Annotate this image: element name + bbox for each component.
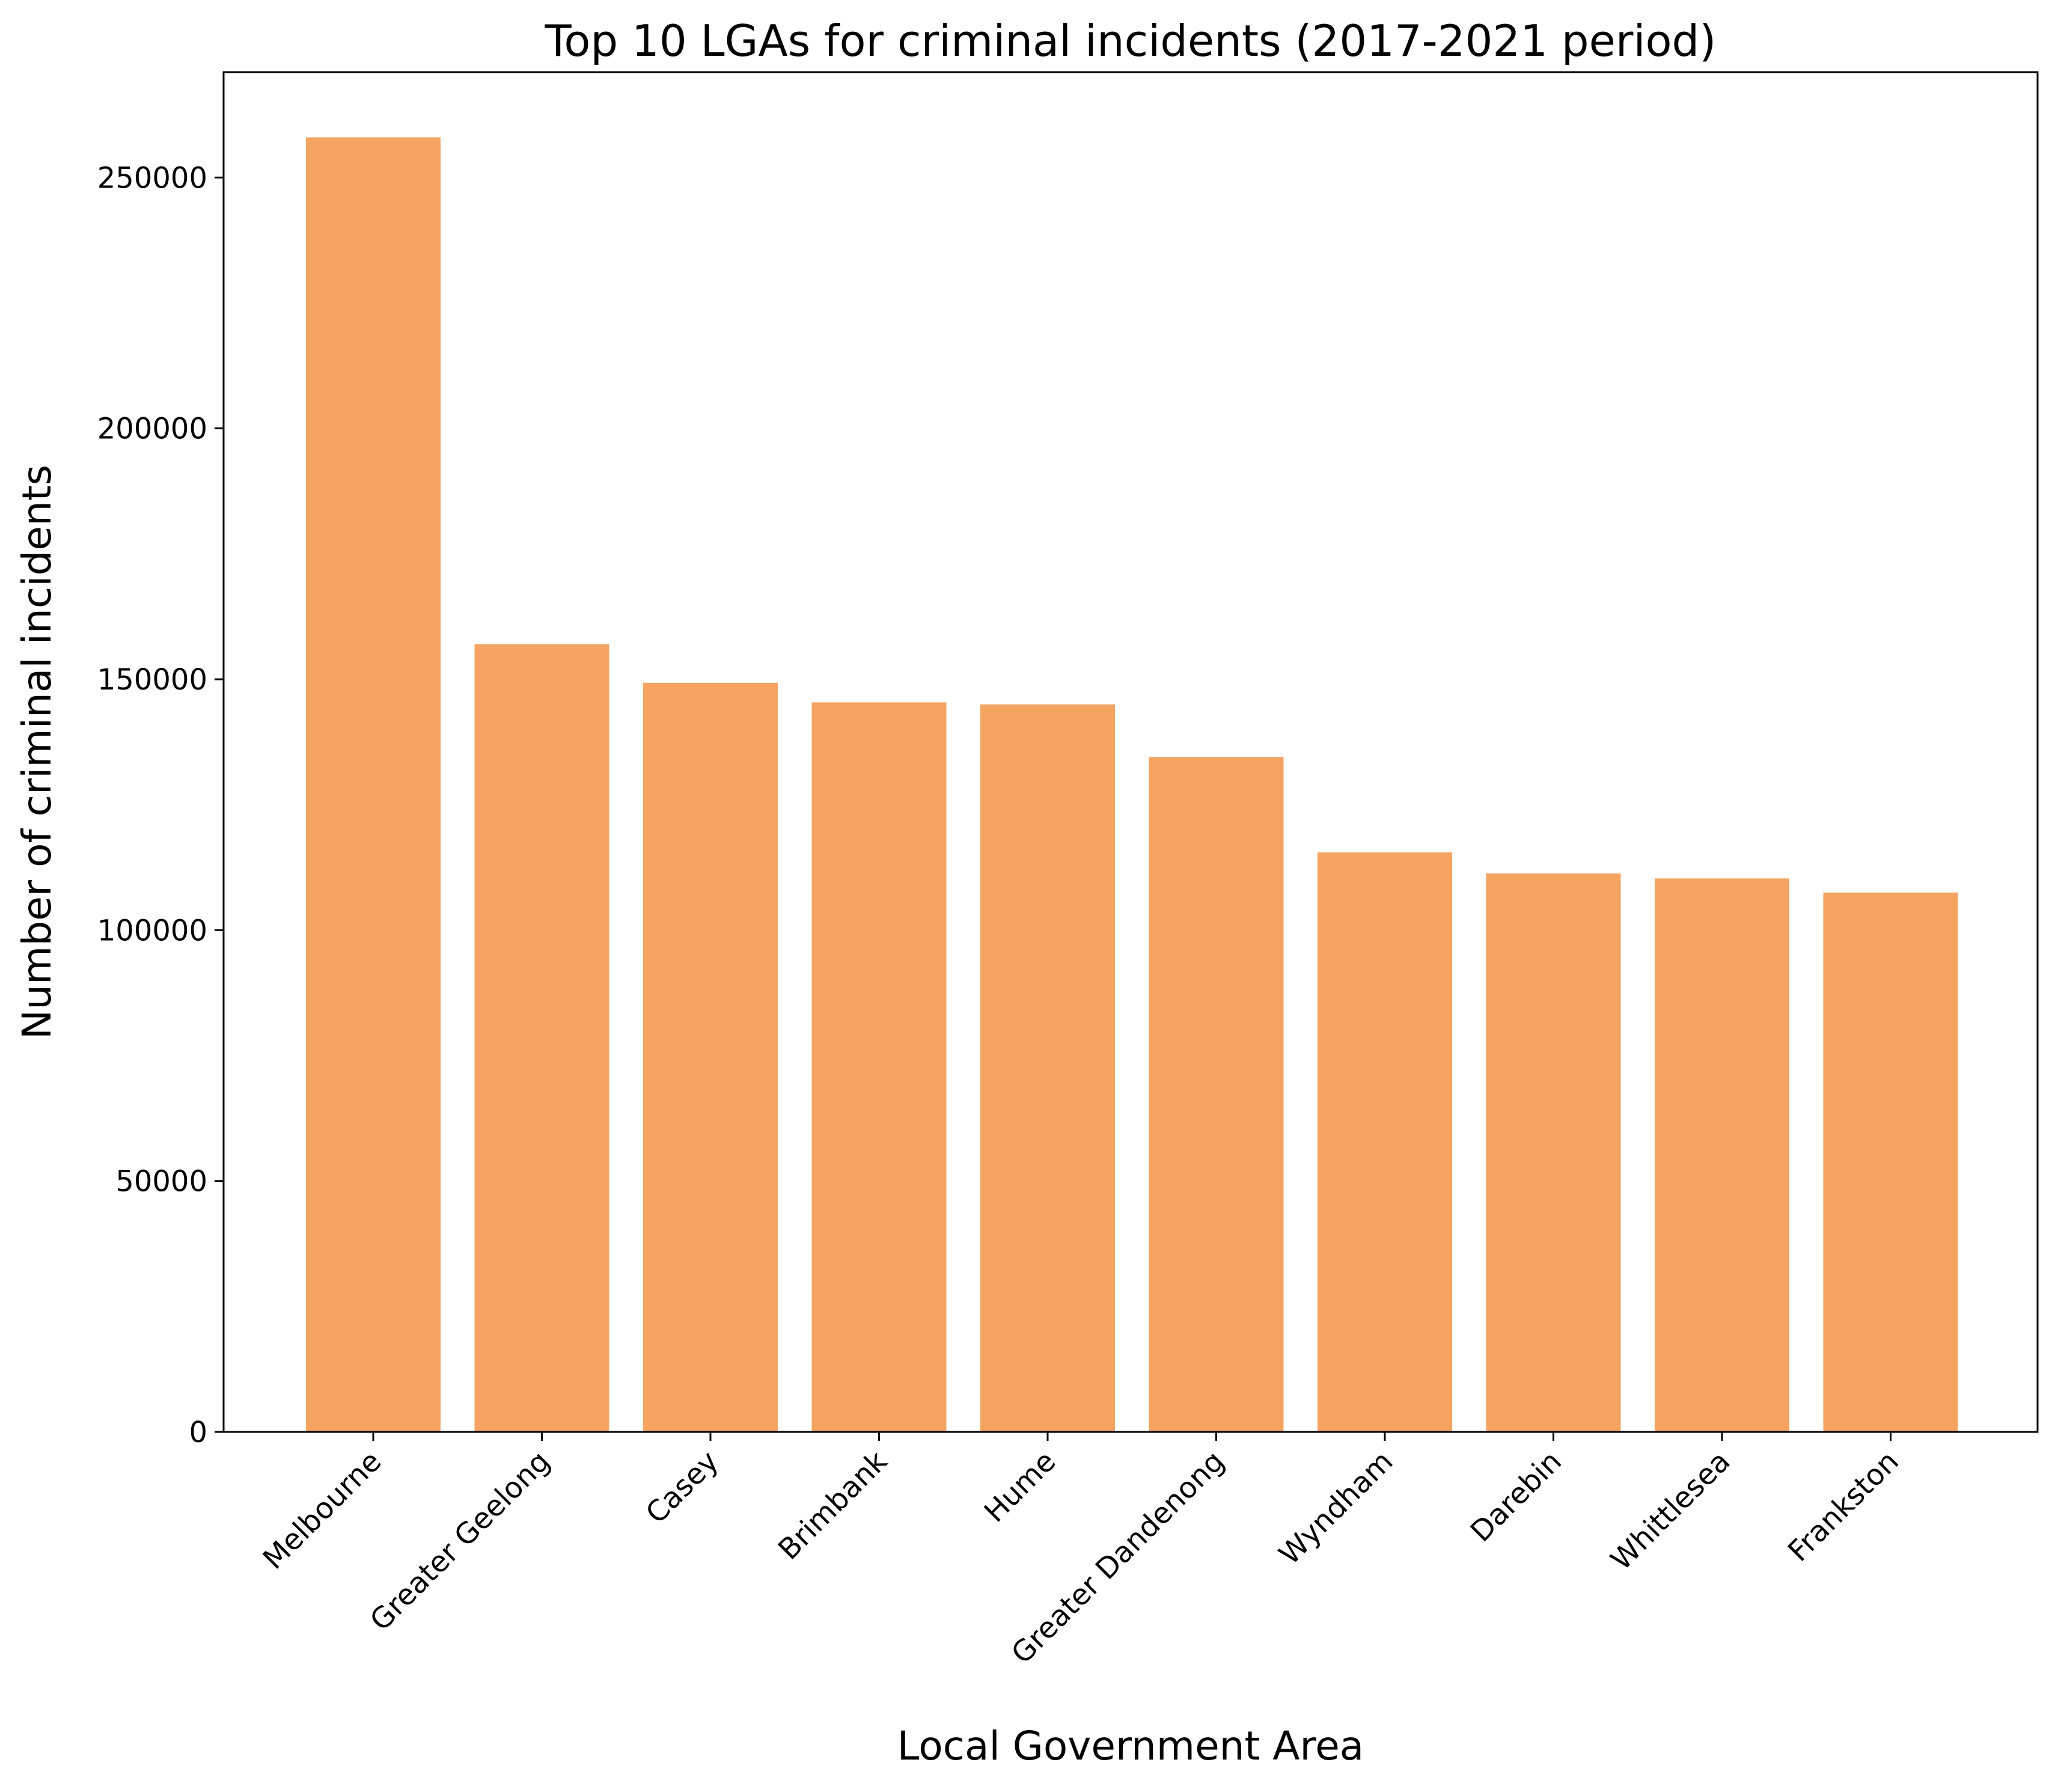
bar-wyndham (1318, 852, 1452, 1432)
y-tick-label: 200000 (97, 412, 207, 446)
y-ticks-group: 0 50000 100000 150000 200000 250000 (97, 161, 224, 1449)
bar-melbourne (306, 137, 441, 1432)
bar-greater-dandenong (1149, 757, 1284, 1432)
plot-frame (222, 71, 2039, 1433)
y-tick-label: 250000 (97, 161, 207, 195)
y-tick-label: 100000 (97, 914, 207, 947)
bar-darebin (1486, 873, 1621, 1432)
bar-frankston (1823, 892, 1958, 1432)
bar-brimbank (811, 702, 947, 1432)
chart-title: Top 10 LGAs for criminal incidents (2017… (545, 16, 1717, 66)
bar-whittlesea (1655, 878, 1789, 1432)
x-axis-title: Local Government Area (897, 1723, 1364, 1769)
bar-casey (643, 682, 778, 1432)
bar-hume (980, 704, 1115, 1432)
y-tick-label: 50000 (115, 1165, 207, 1199)
y-tick-label: 0 (189, 1416, 207, 1449)
bar-greater-geelong (474, 644, 609, 1432)
y-tick-label: 150000 (97, 663, 207, 697)
bars-group (306, 137, 1958, 1432)
y-axis-title: Number of criminal incidents (14, 465, 60, 1039)
